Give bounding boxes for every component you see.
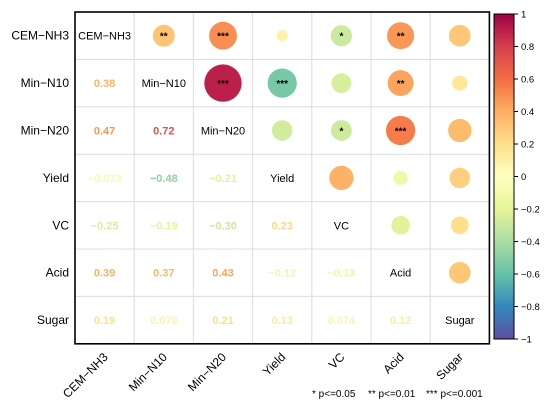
correlation-circle <box>209 21 237 50</box>
x-tick-label: CEM−NH3 <box>60 350 111 401</box>
correlation-value: 0.13 <box>271 315 292 327</box>
significance-note-item: *** p<=0.001 <box>426 389 483 400</box>
correlation-value: 0.37 <box>153 268 174 280</box>
correlation-circle <box>276 30 288 42</box>
x-tick-label: Acid <box>380 350 406 376</box>
colorbar-tick-label: 0 <box>521 172 526 183</box>
diagonal-label: Min−N10 <box>142 78 186 90</box>
significance-mark: ** <box>397 79 405 90</box>
correlation-value: 0.38 <box>94 78 115 90</box>
colorbar-tick-label: 0.8 <box>521 42 534 53</box>
correlation-value: 0.21 <box>212 315 233 327</box>
significance-mark: ** <box>160 32 168 43</box>
y-tick-label: CEM−NH3 <box>11 29 69 43</box>
significance-mark: * <box>339 32 343 43</box>
correlation-circle <box>152 24 175 47</box>
significance-mark: *** <box>395 127 407 138</box>
significance-mark: ** <box>397 32 405 43</box>
colorbar: 1 0.8 0.6 0.4 0.2 0 −0.2 −0.4 −0.6 −0.8 −1 <box>493 10 540 346</box>
correlation-value: 0.12 <box>390 315 411 327</box>
correlation-value: −0.13 <box>327 268 355 280</box>
colorbar-tick-label: −0.4 <box>521 237 540 248</box>
correlation-circle <box>267 68 297 98</box>
correlation-circle <box>387 22 415 50</box>
correlation-circle <box>330 25 353 47</box>
significance-mark: * <box>339 127 343 138</box>
diagonal-label: Min−N20 <box>201 126 245 138</box>
correlation-value: −0.25 <box>91 220 119 232</box>
colorbar-tick-label: 1 <box>521 10 526 21</box>
correlation-circle <box>452 75 468 91</box>
x-tick-label: Yield <box>260 350 288 378</box>
correlation-value: −0.48 <box>150 173 178 185</box>
diagonal-label: VC <box>334 220 349 232</box>
correlation-circle <box>449 167 471 189</box>
significance-mark: *** <box>217 32 229 43</box>
colorbar-ramp <box>493 13 515 340</box>
correlation-circle <box>331 73 352 93</box>
diagonal-label: Sugar <box>445 315 475 327</box>
correlation-value: 0.43 <box>212 268 233 280</box>
y-tick-label: Yield <box>43 171 69 185</box>
plot-frame <box>74 11 491 345</box>
y-tick-label: Min−N10 <box>21 76 70 90</box>
correlation-circle <box>393 170 408 186</box>
cells: CEM−NH3 ** *** * **0.38 Min−N10 *** *** **0.47 0.… <box>78 21 475 327</box>
y-tick-label: Min−N20 <box>21 124 70 138</box>
correlation-circle <box>329 165 354 191</box>
correlation-value: −0.30 <box>209 220 237 232</box>
significance-mark: *** <box>217 79 229 90</box>
colorbar-tick-label: 0.6 <box>521 75 534 86</box>
correlation-value: −0.12 <box>268 268 296 280</box>
correlation-value: 0.074 <box>328 315 356 327</box>
significance-note-item: ** p<=0.01 <box>368 389 416 400</box>
significance-note-item: * p<=0.05 <box>312 389 356 400</box>
colorbar-tick-label: 0.2 <box>521 140 534 151</box>
colorbar-tick-label: −1 <box>521 335 532 346</box>
x-tick-label: Min−N10 <box>126 350 170 394</box>
correlation-circle <box>450 216 469 235</box>
x-tick-label: Min−N20 <box>185 350 229 394</box>
y-tick-label: VC <box>52 218 69 232</box>
correlation-circle <box>448 118 472 143</box>
correlation-circle <box>330 120 352 141</box>
colorbar-tick-label: −0.8 <box>521 302 540 313</box>
correlation-circle <box>385 115 416 146</box>
y-tick-label: Sugar <box>37 313 69 327</box>
correlation-value: −0.21 <box>209 173 237 185</box>
correlation-value: 0.19 <box>94 315 115 327</box>
correlation-value: 0.72 <box>153 126 174 138</box>
correlation-circle <box>204 64 242 102</box>
diagonal-label: Acid <box>390 268 411 280</box>
x-tick-label: VC <box>326 350 348 372</box>
correlation-value: 0.078 <box>150 315 178 327</box>
correlation-circle <box>387 70 414 97</box>
correlation-value: 0.47 <box>94 126 115 138</box>
colorbar-tick-label: −0.2 <box>521 205 540 216</box>
correlation-circle <box>449 261 471 284</box>
y-tick-label: Acid <box>46 266 69 280</box>
correlation-circle <box>449 24 471 47</box>
correlation-value: −0.19 <box>150 220 178 232</box>
correlation-circle <box>271 120 293 141</box>
correlation-value: 0.39 <box>94 268 115 280</box>
correlation-value: 0.23 <box>271 220 292 232</box>
correlation-circle <box>391 216 410 235</box>
diagonal-label: Yield <box>270 173 294 185</box>
colorbar-tick-label: −0.6 <box>521 270 540 281</box>
grid <box>74 11 491 345</box>
x-tick-label: Sugar <box>433 350 466 383</box>
colorbar-tick-label: 0.4 <box>521 107 534 118</box>
correlation-value: −0.073 <box>88 173 122 185</box>
significance-note: * p<=0.05 ** p<=0.01 *** p<=0.001 <box>312 389 483 400</box>
significance-mark: *** <box>276 79 288 90</box>
diagonal-label: CEM−NH3 <box>78 31 131 43</box>
